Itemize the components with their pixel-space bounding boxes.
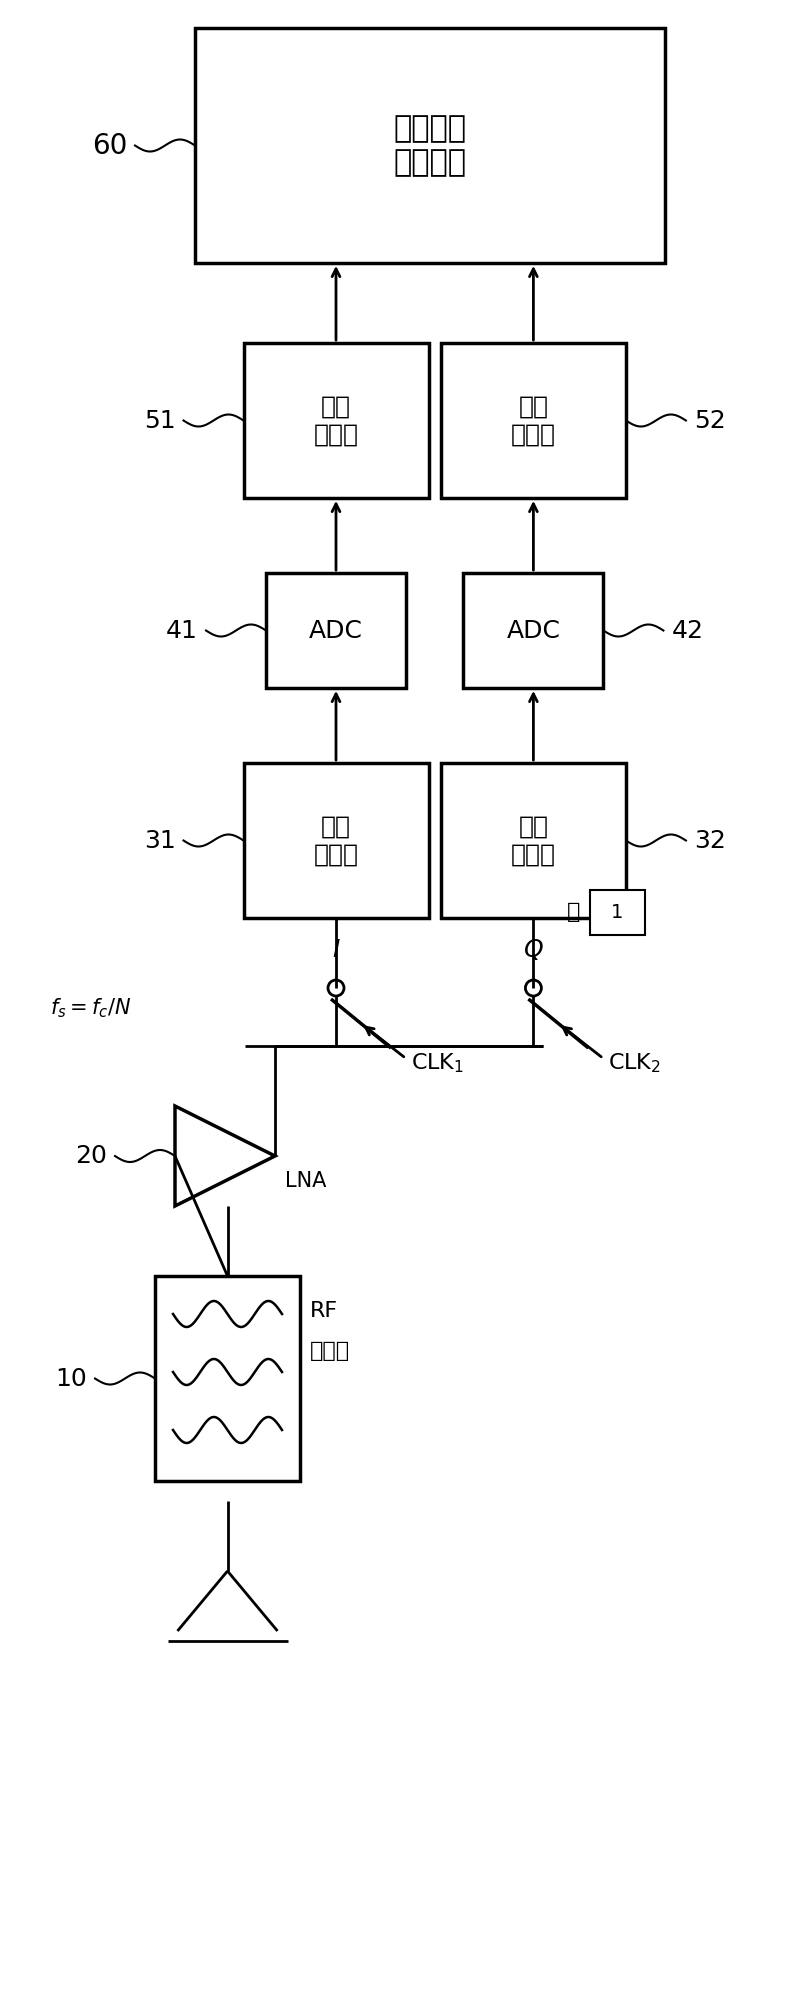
Text: 数字
滤波器: 数字 滤波器 [313,395,359,447]
Text: 51: 51 [144,409,176,433]
Text: CLK$_2$: CLK$_2$ [608,1051,662,1075]
Text: 31: 31 [144,828,176,852]
Text: 1: 1 [610,902,623,922]
Text: 图: 图 [566,902,580,922]
Text: 20: 20 [75,1144,107,1168]
Bar [155,1277,300,1480]
Bar [441,342,626,497]
Bar [463,574,603,689]
Bar [244,342,428,497]
Text: 数字信号
处理单元: 数字信号 处理单元 [393,115,467,177]
Bar [441,763,626,918]
Text: 52: 52 [694,409,725,433]
Text: RF: RF [310,1301,338,1321]
Text: Q: Q [523,939,543,963]
Text: 42: 42 [671,618,703,642]
Text: 10: 10 [55,1368,87,1390]
Bar [195,28,665,264]
Bar [266,574,406,689]
Text: 数字
滤波器: 数字 滤波器 [511,395,556,447]
Text: 32: 32 [694,828,725,852]
Text: 离散
滤波器: 离散 滤波器 [313,814,359,866]
Text: $f_s = f_c/N$: $f_s = f_c/N$ [50,997,131,1019]
Bar [244,763,428,918]
Text: ADC: ADC [507,618,560,642]
Text: 41: 41 [166,618,198,642]
Text: 离散
滤波器: 离散 滤波器 [511,814,556,866]
Text: 滤波器: 滤波器 [310,1341,350,1361]
Text: 60: 60 [92,131,127,159]
Text: ADC: ADC [309,618,363,642]
Text: CLK$_1$: CLK$_1$ [411,1051,464,1075]
Text: I: I [332,939,340,963]
Bar [590,890,645,934]
Text: LNA: LNA [285,1170,326,1190]
